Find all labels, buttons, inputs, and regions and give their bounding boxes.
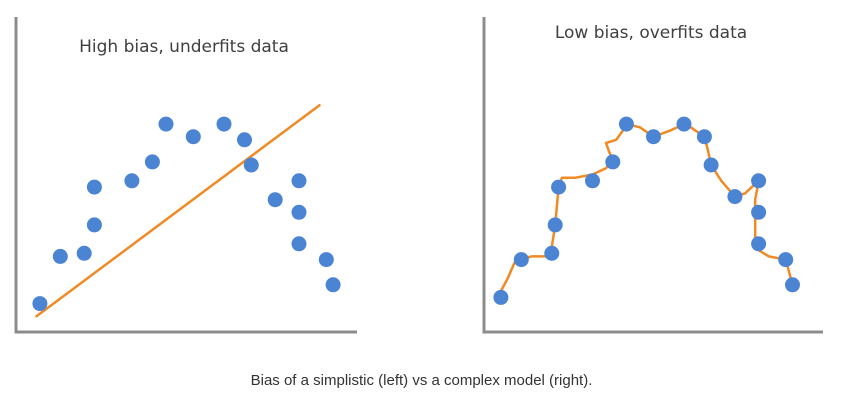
chart-left-data-point-9 xyxy=(185,129,201,145)
chart-left-title: High bias, underfits data xyxy=(79,37,289,57)
chart-right-overfit: Low bias, overfits data xyxy=(482,17,823,334)
chart-left-data-point-15 xyxy=(291,204,307,220)
chart-right-data-point-3 xyxy=(544,245,560,261)
chart-right-data-point-2 xyxy=(513,252,529,268)
chart-right-data-point-5 xyxy=(551,179,567,195)
chart-right-data-point-18 xyxy=(785,277,800,293)
chart-right-fit-group xyxy=(499,122,794,293)
chart-left-data-point-14 xyxy=(291,173,307,189)
chart-left-data-point-4 xyxy=(86,217,102,233)
chart-right-data-point-7 xyxy=(605,154,621,170)
chart-right-data-point-1 xyxy=(493,289,509,305)
chart-right-title: Low bias, overfits data xyxy=(555,23,747,43)
chart-left-data-point-10 xyxy=(216,116,232,132)
chart-right-data-point-4 xyxy=(547,217,563,233)
chart-left-axes xyxy=(14,17,357,334)
chart-right-fit-line xyxy=(499,122,794,293)
chart-left-data-point-6 xyxy=(124,173,140,189)
chart-left-data-point-18 xyxy=(325,277,341,293)
chart-right-points-group xyxy=(493,116,800,305)
chart-left-data-point-3 xyxy=(76,245,92,261)
chart-left-data-point-5 xyxy=(86,179,102,195)
chart-left-data-point-11 xyxy=(237,132,252,148)
chart-left-fit-line xyxy=(35,103,321,318)
chart-right-data-point-8 xyxy=(618,116,634,132)
figure-caption: Bias of a simplistic (left) vs a complex… xyxy=(250,372,593,389)
chart-left-data-point-2 xyxy=(52,248,68,264)
chart-left-data-point-12 xyxy=(243,157,259,173)
chart-left-fit-group xyxy=(35,103,321,318)
chart-left-data-point-17 xyxy=(318,252,334,268)
chart-left-data-point-7 xyxy=(144,154,160,170)
chart-left-data-point-8 xyxy=(158,116,174,132)
chart-left-data-point-1 xyxy=(32,296,48,312)
chart-right-data-point-15 xyxy=(751,204,767,220)
chart-right-data-point-12 xyxy=(703,157,719,173)
chart-right-data-point-10 xyxy=(676,116,692,132)
chart-left-data-point-16 xyxy=(291,236,307,252)
chart-right-data-point-9 xyxy=(646,129,661,145)
chart-right-data-point-16 xyxy=(751,236,767,252)
chart-right-data-point-6 xyxy=(585,173,600,189)
chart-right-data-point-17 xyxy=(778,252,794,268)
chart-right-data-point-11 xyxy=(696,129,712,145)
chart-left-underfit: High bias, underfits data xyxy=(14,17,357,334)
chart-right-data-point-14 xyxy=(751,173,767,189)
chart-right-data-point-13 xyxy=(727,189,743,205)
chart-left-points-group xyxy=(32,116,341,312)
chart-left-data-point-13 xyxy=(267,192,283,208)
chart-right-axes xyxy=(482,17,823,334)
